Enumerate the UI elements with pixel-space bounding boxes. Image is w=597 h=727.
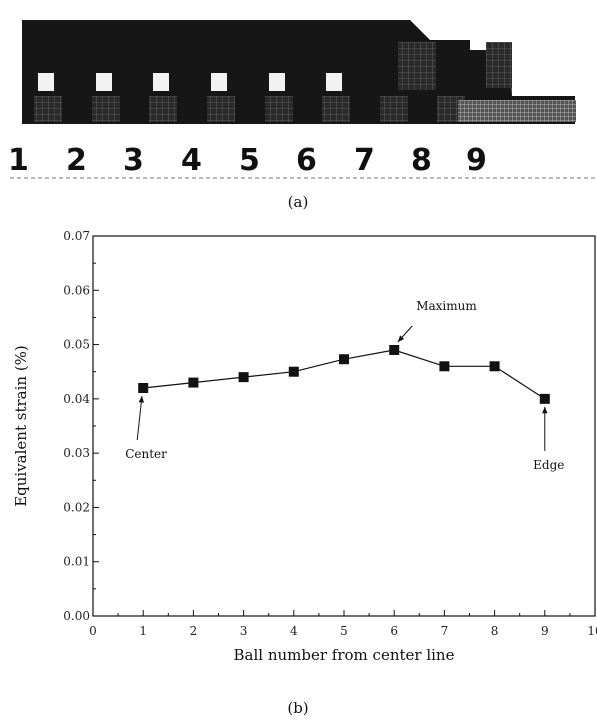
annotation-center: Center — [125, 395, 167, 461]
annotation-arrowhead — [138, 396, 145, 403]
ball-number-label: 3 — [123, 143, 144, 178]
x-tick-label: 9 — [541, 624, 549, 638]
x-tick-label: 10 — [587, 624, 597, 638]
annotation-edge: Edge — [533, 406, 564, 472]
x-tick-label: 4 — [290, 624, 298, 638]
annotation-label: Center — [125, 447, 167, 461]
y-tick-label: 0.01 — [63, 555, 90, 569]
data-point — [288, 366, 299, 377]
ball-number-label: 6 — [296, 143, 317, 178]
annotation-arrow — [136, 395, 143, 441]
annotations: Center Maximum Edge — [125, 299, 564, 472]
annotation-arrowhead — [397, 335, 405, 342]
x-tick-label: 5 — [340, 624, 348, 638]
y-axis-title: Equivalent strain (%) — [12, 345, 30, 507]
edge-mesh-strip — [458, 100, 576, 122]
solder-ball — [149, 73, 177, 122]
y-axis-ticks: 0.00 0.01 0.02 0.03 0.04 0.05 0.06 0.07 — [63, 229, 99, 623]
ball-number-label: 9 — [466, 143, 487, 178]
annotation-label: Edge — [533, 458, 564, 472]
annotation-arrowhead — [542, 406, 548, 414]
ball-number-label: 5 — [239, 143, 260, 178]
ball-number-label: 7 — [354, 143, 375, 178]
x-tick-label: 3 — [240, 624, 248, 638]
x-tick-label: 6 — [390, 624, 398, 638]
x-tick-label: 7 — [441, 624, 449, 638]
x-axis-ticks: 0 1 2 3 4 5 6 7 8 9 10 — [89, 610, 597, 638]
data-point — [339, 354, 349, 365]
solder-ball — [265, 73, 293, 122]
y-tick-label: 0.07 — [63, 229, 90, 243]
mesh-block-corner — [486, 42, 512, 88]
plot-frame — [92, 235, 596, 617]
x-tick-label: 2 — [190, 624, 198, 638]
y-tick-label: 0.00 — [63, 609, 90, 623]
data-point — [188, 377, 199, 388]
data-point — [138, 383, 149, 393]
solder-ball — [34, 73, 62, 122]
ball-number-label: 8 — [411, 143, 432, 178]
data-point — [238, 372, 249, 383]
ball-number-label: 1 — [8, 143, 29, 178]
x-tick-label: 0 — [89, 624, 97, 638]
mesh-block-right — [398, 42, 436, 90]
solder-ball-group — [34, 73, 465, 122]
y-tick-label: 0.04 — [63, 392, 90, 406]
ball-number-label: 2 — [66, 143, 87, 178]
y-tick-label: 0.05 — [63, 338, 90, 352]
ball-number-label: 4 — [181, 143, 202, 178]
strain-series-markers — [138, 345, 550, 404]
panel-a-label: (a) — [288, 193, 309, 211]
x-tick-label: 1 — [139, 624, 147, 638]
chart-svg: 0.00 0.01 0.02 0.03 0.04 0.05 0.06 0.07 0 1 2 3 4 5 6… — [12, 229, 597, 717]
annotation-maximum: Maximum — [397, 299, 477, 343]
y-tick-label: 0.03 — [63, 446, 90, 460]
solder-ball — [380, 96, 408, 122]
annotation-label: Maximum — [416, 299, 477, 313]
data-point — [539, 393, 550, 404]
data-point — [489, 361, 500, 372]
y-tick-label: 0.02 — [63, 500, 90, 514]
solder-ball — [207, 73, 235, 122]
strain-chart: 0.00 0.01 0.02 0.03 0.04 0.05 0.06 0.07 0 1 2 3 4 5 6… — [0, 220, 597, 723]
y-tick-label: 0.06 — [63, 283, 90, 297]
x-axis-title: Ball number from center line — [234, 646, 455, 664]
solder-ball — [92, 73, 120, 122]
data-point — [439, 361, 450, 372]
x-tick-label: 8 — [491, 624, 499, 638]
data-point — [389, 345, 400, 355]
solder-ball — [322, 73, 350, 122]
panel-b-label: (b) — [287, 699, 308, 717]
